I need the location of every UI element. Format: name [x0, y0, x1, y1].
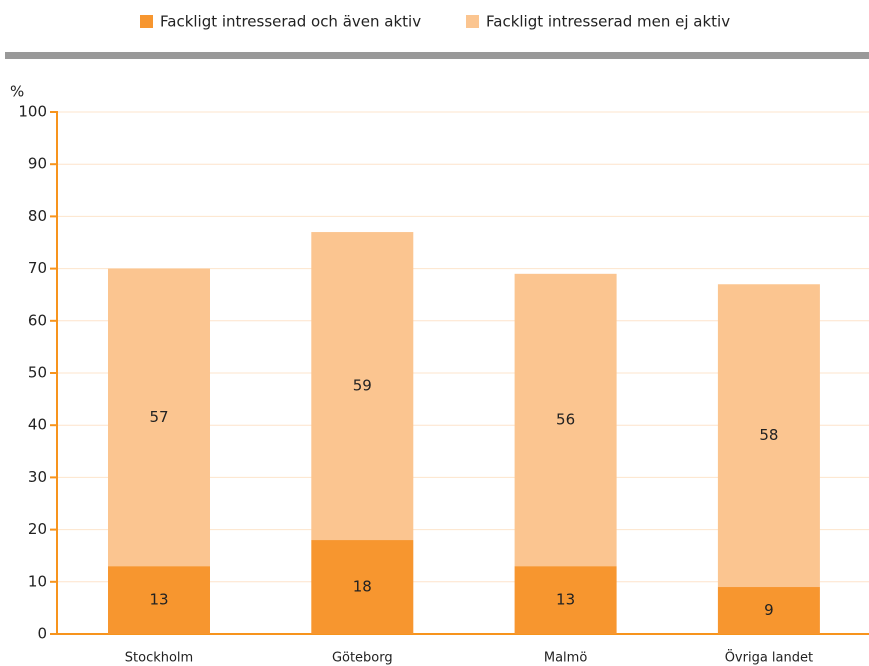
y-axis-label: %	[10, 83, 24, 101]
y-tick-label: 60	[28, 311, 47, 329]
data-label: 18	[353, 578, 372, 596]
y-tick-label: 0	[37, 625, 47, 643]
data-label: 58	[759, 426, 778, 444]
x-tick-label: Stockholm	[125, 651, 193, 666]
data-label: 59	[353, 377, 372, 395]
bar-segment	[717, 587, 820, 634]
x-tick-label: Malmö	[544, 651, 587, 666]
data-label: 13	[149, 591, 168, 609]
x-tick-label: Övriga landet	[725, 649, 813, 666]
y-tick-label: 10	[28, 572, 47, 590]
x-tick-label: Göteborg	[332, 651, 393, 666]
legend-swatch	[140, 15, 153, 28]
bar-segment	[311, 540, 414, 634]
y-tick-label: 20	[28, 520, 47, 538]
y-tick-label: 40	[28, 416, 47, 434]
y-tick-label: 90	[28, 155, 47, 173]
bar-segment	[717, 284, 820, 588]
data-label: 56	[556, 410, 575, 428]
bar-segment	[311, 232, 414, 541]
legend-swatch	[466, 15, 479, 28]
bar-segment	[514, 566, 617, 634]
header-rule	[5, 52, 869, 59]
y-tick-label: 80	[28, 207, 47, 225]
data-label: 9	[764, 601, 774, 619]
bar-segment	[108, 268, 210, 567]
data-label: 13	[556, 591, 575, 609]
y-tick-label: 30	[28, 468, 47, 486]
y-tick-label: 50	[28, 364, 47, 382]
y-tick-label: 70	[28, 259, 47, 277]
legend-label: Fackligt intresserad och även aktiv	[160, 13, 421, 31]
data-label: 57	[149, 408, 168, 426]
bar-segment	[514, 273, 617, 567]
y-tick-label: 100	[18, 103, 47, 121]
bar-segment	[108, 566, 210, 634]
legend-label: Fackligt intresserad men ej aktiv	[486, 13, 730, 31]
